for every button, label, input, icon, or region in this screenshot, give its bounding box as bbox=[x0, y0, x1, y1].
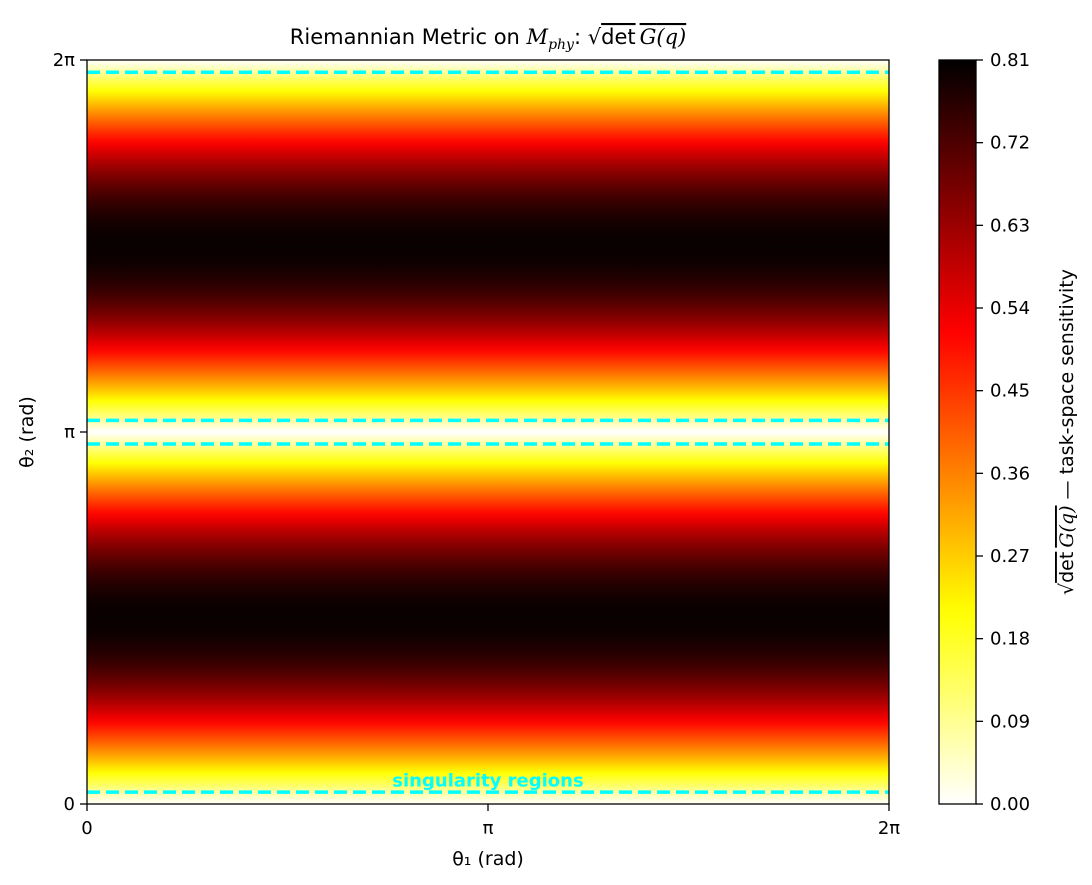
x-axis-label: θ₁ (rad) bbox=[452, 848, 524, 870]
title-g: G bbox=[640, 25, 657, 49]
manifold-symbol: M bbox=[526, 25, 549, 49]
y-tick-label-1: π bbox=[64, 422, 75, 443]
colorbar: 0.00 0.09 0.18 0.27 0.36 0.45 0.54 0.63 0.72 0.81… bbox=[938, 50, 1078, 815]
colorbar-tick-label-5: 0.45 bbox=[990, 381, 1030, 402]
y-tick-label-0: 0 bbox=[64, 794, 75, 815]
x-tick-label-0: 0 bbox=[81, 818, 92, 839]
y-tick-label-2: 2π bbox=[53, 50, 75, 71]
colorbar-tick-label-9: 0.81 bbox=[990, 50, 1030, 71]
x-axis-ticks: 0 π 2π bbox=[81, 804, 900, 839]
colorbar-tick-label-4: 0.36 bbox=[990, 463, 1030, 484]
colorbar-ticks: 0.00 0.09 0.18 0.27 0.36 0.45 0.54 0.63 0.72 0.81 bbox=[976, 50, 1030, 815]
colorbar-tick-label-6: 0.54 bbox=[990, 298, 1030, 319]
heatmap-field bbox=[87, 60, 889, 804]
y-axis-label: θ₂ (rad) bbox=[16, 396, 38, 468]
colorbar-tick-label-8: 0.72 bbox=[990, 133, 1030, 154]
colorbar-frame bbox=[938, 59, 977, 805]
colorbar-label: √detG(q) — task-space sensitivity bbox=[1056, 269, 1078, 595]
colorbar-tick-label-0: 0.00 bbox=[990, 794, 1030, 815]
x-tick-label-2: 2π bbox=[878, 818, 900, 839]
y-axis-ticks: 0 π 2π bbox=[53, 50, 87, 815]
colorbar-gradient bbox=[939, 60, 976, 804]
colorbar-tick-label-3: 0.27 bbox=[990, 546, 1030, 567]
chart-title: Riemannian Metric on Mphy: √det G(q) bbox=[290, 25, 686, 53]
colorbar-tick-label-2: 0.18 bbox=[990, 629, 1030, 650]
title-arg: (q) bbox=[656, 25, 686, 49]
singularity-lines bbox=[87, 70, 889, 794]
title-sqrt-sign: √ bbox=[588, 25, 602, 49]
colorbar-tick-label-1: 0.09 bbox=[990, 711, 1030, 732]
singularity-annotation: singularity regions bbox=[392, 770, 583, 791]
title-det: det bbox=[601, 25, 635, 49]
x-tick-label-1: π bbox=[483, 818, 494, 839]
manifold-subscript: phy bbox=[548, 37, 575, 53]
plot-area: singularity regions bbox=[86, 59, 890, 805]
colorbar-tick-label-7: 0.63 bbox=[990, 215, 1030, 236]
